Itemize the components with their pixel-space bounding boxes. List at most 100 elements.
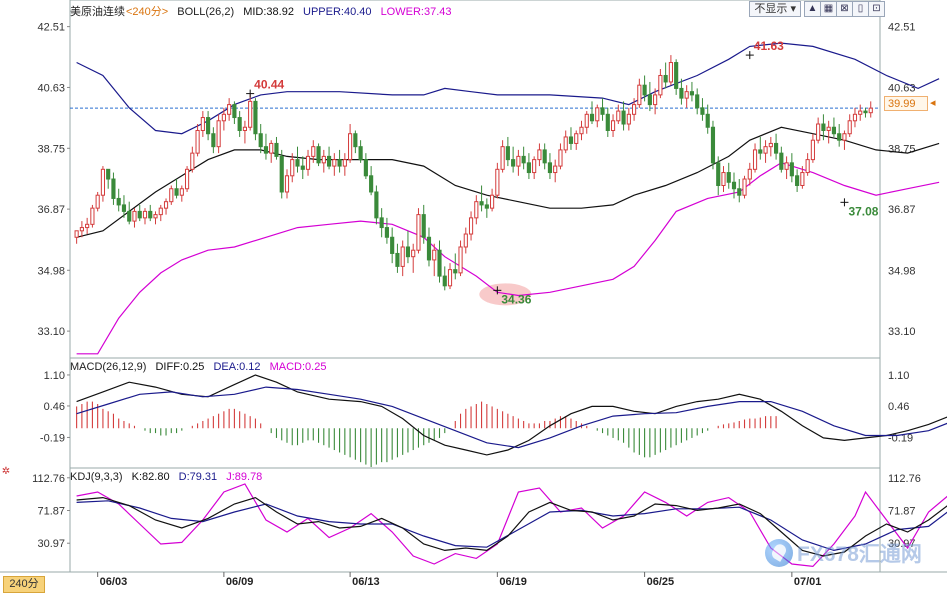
candle-body	[752, 149, 758, 170]
candle-body	[595, 107, 600, 122]
candle-body	[95, 194, 100, 209]
candle-body	[521, 155, 526, 164]
toolbar-button-zoom-icon[interactable]: ⊡	[868, 1, 885, 17]
candle-body	[589, 113, 595, 122]
candle-body	[584, 113, 589, 128]
x-tick-label: 06/25	[647, 576, 675, 588]
main-y-tick-left: 36.87	[37, 204, 65, 216]
candle-body	[111, 178, 116, 199]
candle-body	[731, 181, 737, 190]
main-y-tick-right: 34.98	[888, 265, 916, 277]
candle-body	[121, 204, 127, 212]
candle-body	[274, 142, 279, 157]
display-dropdown[interactable]: 不显示 ▾	[749, 1, 801, 17]
candle-body	[242, 126, 247, 131]
main-y-tick-right: 40.63	[888, 82, 916, 94]
candle-body	[258, 133, 263, 148]
kdj-pane-header: KDJ(9,3,3) K:82.80 D:79.31 J:89.78	[70, 471, 268, 483]
toolbar-button-up-icon[interactable]: ▲	[804, 1, 821, 17]
toolbar-button-cross-icon[interactable]: ⊠	[836, 1, 853, 17]
candle-body	[453, 269, 458, 274]
candle-body	[858, 110, 863, 115]
candle-body	[742, 178, 747, 196]
x-tick-label: 06/09	[226, 576, 254, 588]
candle-body	[379, 217, 384, 229]
candle-body	[710, 126, 716, 164]
candle-body	[179, 188, 184, 196]
candle-body	[532, 159, 537, 174]
toolbar-button-panel-icon[interactable]: ▯	[852, 1, 869, 17]
candle-body	[831, 126, 837, 135]
candle-body	[847, 120, 852, 135]
last-price-arrow-icon: ◂	[930, 97, 936, 109]
candle-body	[563, 136, 568, 151]
extreme-label: 37.08	[848, 204, 878, 218]
candle-body	[511, 159, 516, 167]
candle-body	[305, 155, 311, 170]
candle-body	[374, 191, 379, 219]
boll-upper: UPPER:40.40	[303, 6, 372, 18]
candle-body	[100, 168, 106, 196]
candle-body	[600, 107, 605, 115]
candle-body	[163, 201, 169, 209]
candle-body	[169, 188, 174, 203]
candle-body	[721, 172, 726, 187]
candle-body	[495, 168, 500, 196]
candle-body	[763, 146, 768, 154]
candle-body	[526, 162, 531, 174]
toolbar-button-grid-icon[interactable]: ▦	[820, 1, 837, 17]
candle-body	[826, 126, 831, 131]
candle-body	[405, 246, 411, 258]
candle-body	[395, 252, 400, 267]
candle-body	[668, 62, 673, 83]
kdj-k: K:82.80	[131, 471, 170, 483]
kdj-d-line	[76, 500, 947, 552]
candle-body	[132, 210, 137, 222]
candle-body	[326, 155, 332, 167]
toolbar: 不显示 ▾ ▲ ▦ ⊠ ▯ ⊡	[749, 1, 885, 17]
candle-body	[363, 159, 368, 177]
candle-body	[211, 133, 216, 148]
candle-body	[695, 94, 700, 109]
candle-body	[426, 236, 432, 261]
period-tag: <240分>	[126, 6, 169, 18]
candle-body	[369, 175, 374, 193]
candle-body	[516, 155, 521, 167]
candle-body	[647, 94, 652, 106]
main-y-tick-left: 34.98	[37, 265, 65, 277]
watermark-text: FX678汇通网	[797, 543, 922, 566]
x-tick-label: 07/01	[794, 576, 822, 588]
candle-body	[716, 162, 721, 187]
macd-pane-header: MACD(26,12,9) DIFF:0.25 DEA:0.12 MACD:0.…	[70, 361, 332, 373]
candle-body	[805, 159, 810, 174]
last-price-label: 39.99	[884, 96, 928, 111]
candle-body	[358, 146, 363, 161]
boll-lower-line	[76, 162, 940, 355]
candle-body	[658, 74, 663, 96]
kdj-settings-icon[interactable]: ✲	[1, 466, 11, 477]
main-y-tick-right: 36.87	[888, 204, 916, 216]
candle-body	[432, 249, 437, 261]
candle-body	[142, 210, 148, 219]
main-y-tick-left: 38.75	[37, 143, 65, 155]
macd-diff: DIFF:0.25	[155, 361, 205, 373]
main-y-tick-right: 33.10	[888, 326, 916, 338]
candle-body	[542, 149, 547, 164]
candle-body	[295, 159, 300, 167]
candle-body	[621, 110, 626, 125]
candle-body	[184, 168, 190, 190]
candle-body	[610, 120, 616, 131]
macd-y-tick-right: 1.10	[888, 370, 909, 382]
candle-body	[447, 269, 453, 287]
candle-body	[390, 236, 395, 254]
candle-body	[153, 214, 158, 219]
candle-body	[400, 246, 405, 267]
extreme-label: 41.63	[754, 39, 784, 53]
period-selector[interactable]: 240分	[3, 576, 45, 593]
kdj-y-tick-right: 71.87	[888, 506, 916, 518]
candle-body	[248, 100, 253, 128]
extreme-label: 40.44	[254, 78, 284, 92]
candle-body	[148, 210, 153, 219]
candle-body	[852, 113, 858, 122]
